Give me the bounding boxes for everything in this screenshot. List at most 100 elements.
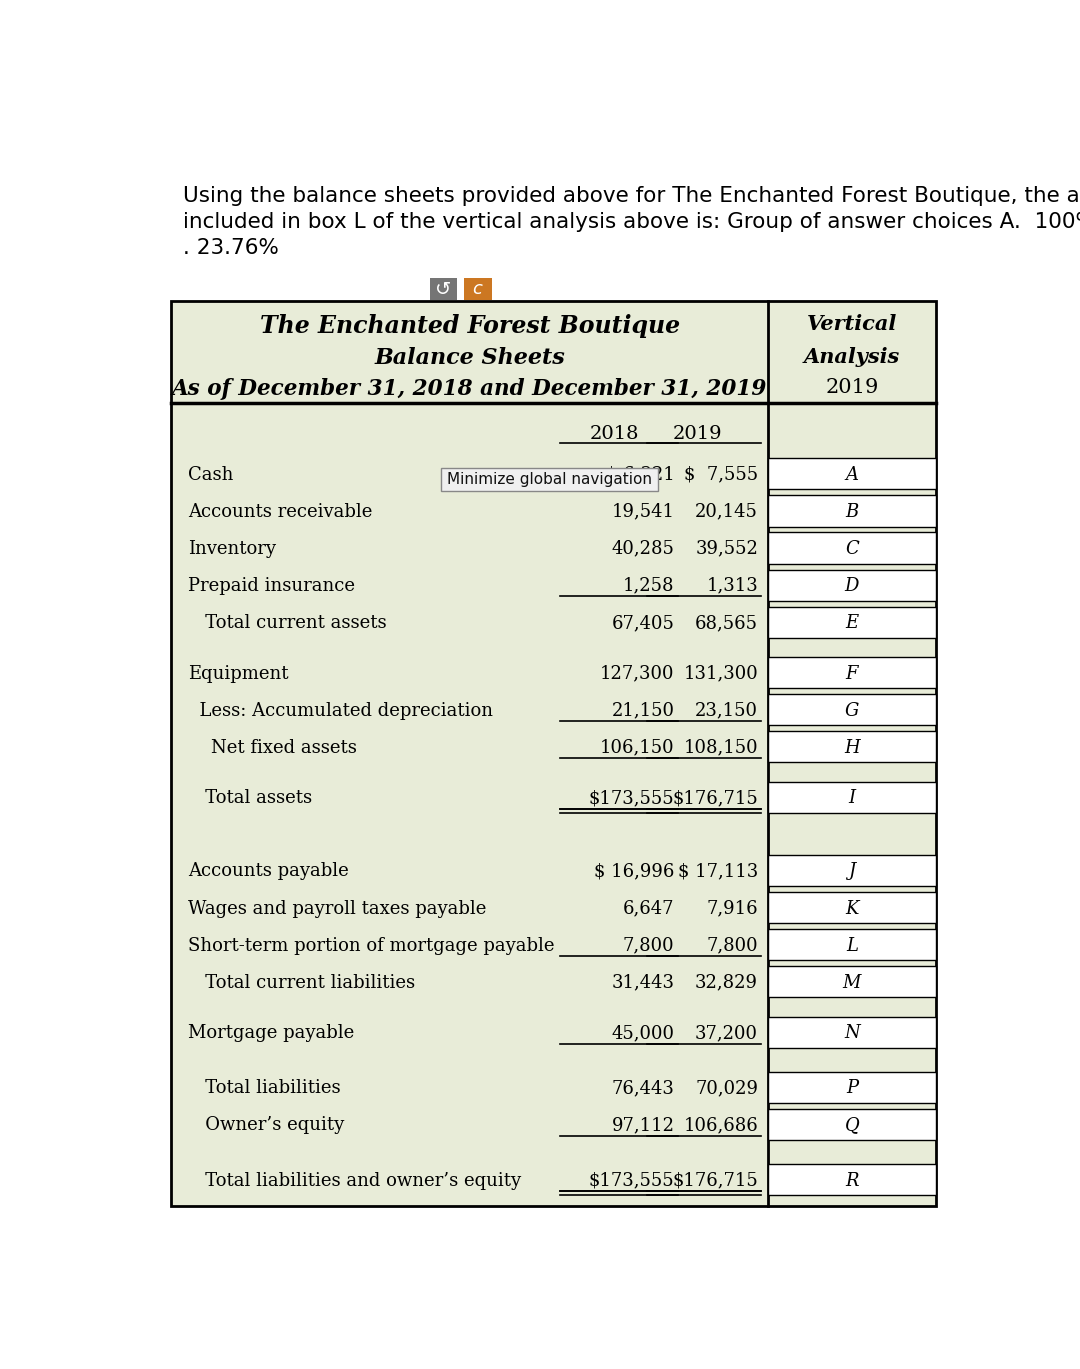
Text: $176,715: $176,715 <box>673 790 758 808</box>
Text: 37,200: 37,200 <box>696 1024 758 1042</box>
Text: 7,916: 7,916 <box>706 899 758 917</box>
Text: 76,443: 76,443 <box>611 1079 674 1098</box>
Text: D: D <box>845 576 859 596</box>
Text: The Enchanted Forest Boutique: The Enchanted Forest Boutique <box>259 315 680 338</box>
Text: 2018: 2018 <box>590 424 638 442</box>
Text: Mortgage payable: Mortgage payable <box>189 1024 354 1042</box>
Bar <box>463 278 491 300</box>
Text: Vertical: Vertical <box>807 315 897 334</box>
Text: H: H <box>843 739 860 757</box>
Text: F: F <box>846 664 859 683</box>
Text: $173,555: $173,555 <box>589 1172 674 1190</box>
Text: 2019: 2019 <box>673 424 723 442</box>
Text: M: M <box>842 973 861 991</box>
Text: 1,313: 1,313 <box>706 576 758 596</box>
Text: I: I <box>848 790 855 808</box>
Bar <box>768 606 935 638</box>
Bar <box>768 1164 935 1195</box>
Text: K: K <box>846 899 859 917</box>
Bar <box>768 533 935 564</box>
Bar <box>768 856 935 886</box>
Text: Less: Accumulated depreciation: Less: Accumulated depreciation <box>189 701 494 720</box>
Text: Minimize global navigation: Minimize global navigation <box>447 472 652 487</box>
Text: As of December 31, 2018 and December 31, 2019: As of December 31, 2018 and December 31,… <box>172 378 768 400</box>
Text: 40,285: 40,285 <box>611 539 674 557</box>
Text: Total liabilities and owner’s equity: Total liabilities and owner’s equity <box>189 1172 522 1190</box>
Bar <box>768 1109 935 1140</box>
Text: B: B <box>846 502 859 520</box>
Text: A: A <box>846 465 859 483</box>
Text: Inventory: Inventory <box>189 539 276 557</box>
Text: Total current liabilities: Total current liabilities <box>189 973 416 991</box>
Text: 20,145: 20,145 <box>696 502 758 520</box>
Text: Short-term portion of mortgage payable: Short-term portion of mortgage payable <box>189 936 555 954</box>
Text: 6,647: 6,647 <box>623 899 674 917</box>
Text: 67,405: 67,405 <box>611 613 674 632</box>
Text: $  7,555: $ 7,555 <box>684 465 758 483</box>
Text: R: R <box>846 1172 859 1190</box>
Text: Net fixed assets: Net fixed assets <box>189 739 357 757</box>
Text: 23,150: 23,150 <box>696 701 758 720</box>
Text: Equipment: Equipment <box>189 664 289 683</box>
Text: $173,555: $173,555 <box>589 790 674 808</box>
Text: Total current assets: Total current assets <box>189 613 387 632</box>
Bar <box>768 782 935 813</box>
Bar <box>441 468 658 490</box>
Text: Accounts payable: Accounts payable <box>189 862 349 880</box>
Text: included in box L of the vertical analysis above is: Group of answer choices A. : included in box L of the vertical analys… <box>183 212 1080 231</box>
Text: 108,150: 108,150 <box>684 739 758 757</box>
Text: Wages and payroll taxes payable: Wages and payroll taxes payable <box>189 899 487 917</box>
Text: $ 6,321: $ 6,321 <box>606 465 674 483</box>
Text: Balance Sheets: Balance Sheets <box>375 346 565 368</box>
Text: 39,552: 39,552 <box>696 539 758 557</box>
Text: 68,565: 68,565 <box>696 613 758 632</box>
Text: Q: Q <box>845 1117 860 1135</box>
Bar <box>768 731 935 763</box>
Bar <box>172 301 935 1206</box>
Text: 7,800: 7,800 <box>706 936 758 954</box>
Text: 7,800: 7,800 <box>623 936 674 954</box>
Bar <box>768 1017 935 1049</box>
Text: Total assets: Total assets <box>189 790 312 808</box>
Text: ↺: ↺ <box>435 279 451 298</box>
Text: 127,300: 127,300 <box>599 664 674 683</box>
Text: Using the balance sheets provided above for The Enchanted Forest Boutique, the a: Using the balance sheets provided above … <box>183 186 1080 205</box>
Text: 2019: 2019 <box>825 378 878 397</box>
Bar <box>768 1072 935 1103</box>
Text: 45,000: 45,000 <box>611 1024 674 1042</box>
Text: C: C <box>845 539 859 557</box>
Bar <box>768 930 935 961</box>
Text: $176,715: $176,715 <box>673 1172 758 1190</box>
Text: P: P <box>846 1079 858 1098</box>
Bar <box>768 694 935 726</box>
Text: Total liabilities: Total liabilities <box>189 1079 341 1098</box>
Bar <box>768 496 935 527</box>
Bar <box>768 570 935 601</box>
Text: 19,541: 19,541 <box>611 502 674 520</box>
Text: 21,150: 21,150 <box>611 701 674 720</box>
Text: . 23.76%: . 23.76% <box>183 238 279 259</box>
Text: $ 17,113: $ 17,113 <box>678 862 758 880</box>
Bar <box>768 967 935 998</box>
Text: $ 16,996: $ 16,996 <box>594 862 674 880</box>
Text: Owner’s equity: Owner’s equity <box>189 1117 345 1135</box>
Text: 106,686: 106,686 <box>684 1117 758 1135</box>
Text: 1,258: 1,258 <box>623 576 674 596</box>
Text: 131,300: 131,300 <box>684 664 758 683</box>
Text: 31,443: 31,443 <box>611 973 674 991</box>
Text: 97,112: 97,112 <box>611 1117 674 1135</box>
Text: E: E <box>846 613 859 632</box>
Text: Analysis: Analysis <box>804 346 900 367</box>
Bar <box>768 459 935 490</box>
Text: N: N <box>843 1024 860 1042</box>
Text: Prepaid insurance: Prepaid insurance <box>189 576 355 596</box>
Text: G: G <box>845 701 859 720</box>
Text: J: J <box>848 862 855 880</box>
Text: L: L <box>846 936 858 954</box>
Text: c: c <box>473 281 483 298</box>
Bar <box>768 893 935 923</box>
Bar <box>768 657 935 689</box>
Text: 70,029: 70,029 <box>696 1079 758 1098</box>
Text: Accounts receivable: Accounts receivable <box>189 502 373 520</box>
Text: Cash: Cash <box>189 465 234 483</box>
